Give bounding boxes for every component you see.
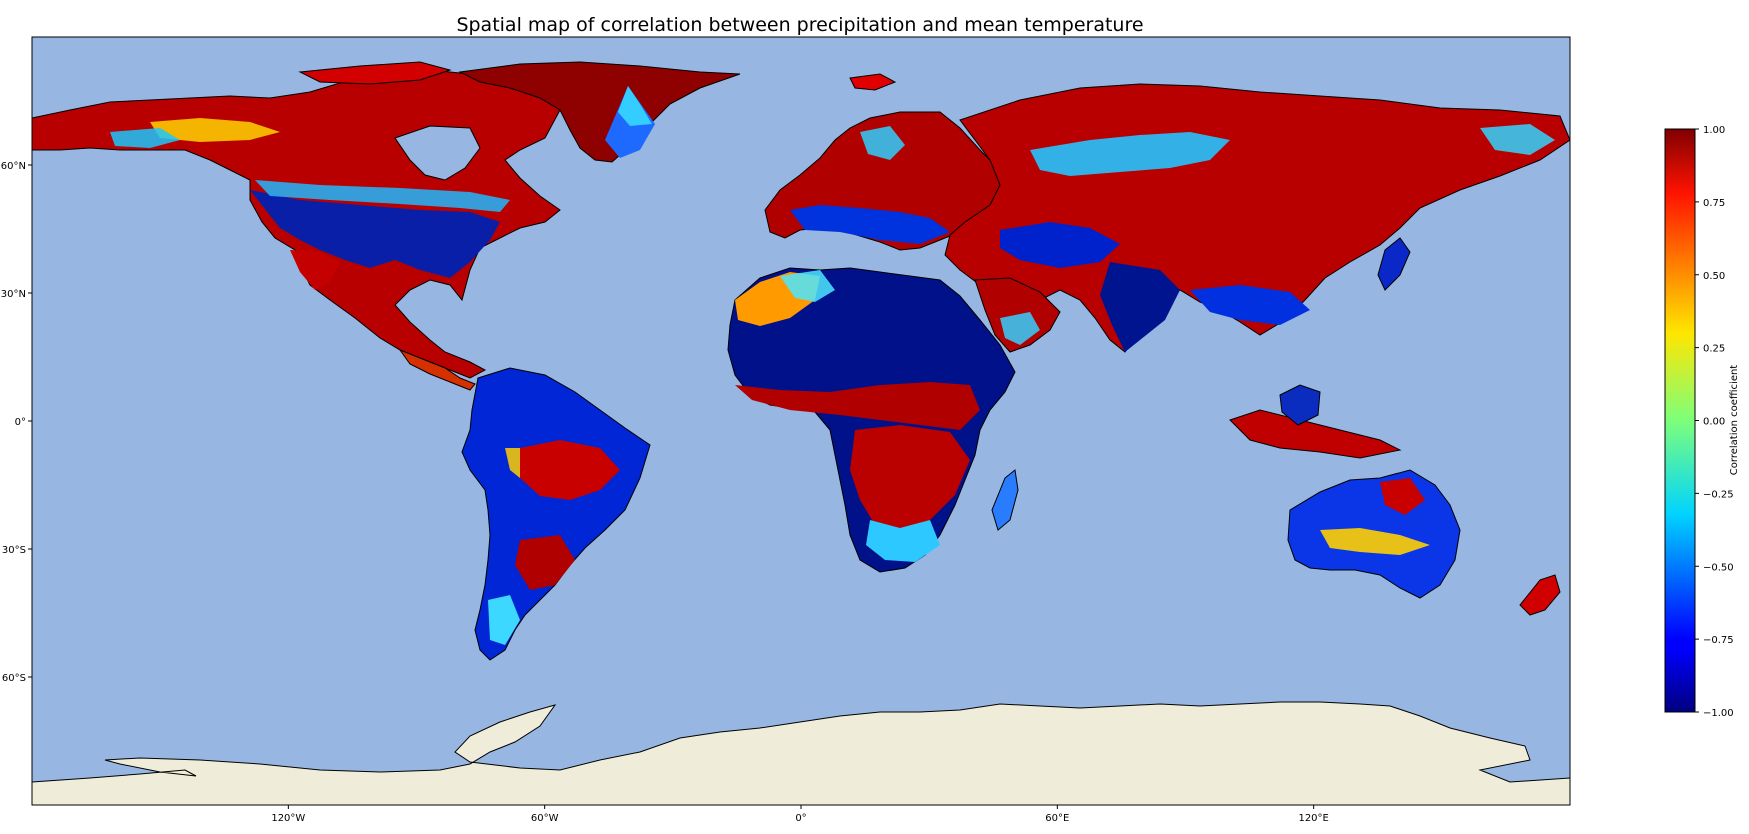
colorbar-tick-label: −1.00 [1703, 708, 1734, 719]
australia-red-patch [1380, 478, 1425, 515]
lon-tick-label: 60°E [1045, 813, 1069, 824]
colorbar-tick-label: −0.75 [1703, 635, 1734, 646]
africa-red-south [850, 425, 970, 530]
madagascar-landmass [991, 469, 1019, 531]
south-america-yellow-edge [505, 448, 520, 478]
australia-yellow-band [1320, 528, 1430, 555]
lat-tick-label: 30°N [1, 289, 26, 300]
axis-ticks: 120°W 60°W 0° 60°E 120°E 60°N 30°N 0° 30°S 60°S [1, 161, 1329, 824]
north-america-dry-zone [250, 190, 500, 278]
mexico-red [290, 250, 340, 290]
lat-tick-label: 0° [15, 417, 26, 428]
arabia-cyan [1000, 312, 1040, 345]
north-america-yellow-patch [150, 118, 280, 142]
africa-red-sahel [735, 382, 980, 430]
north-america-cyan-patch [110, 128, 180, 148]
south-asia-blue [1190, 285, 1310, 325]
colorbar-tick-label: 0.75 [1703, 198, 1725, 209]
colorbar-tick-label: −0.50 [1703, 562, 1734, 573]
colorbar-tick-label: 0.50 [1703, 271, 1725, 282]
south-america-red-core [520, 440, 620, 500]
lat-tick-label: 60°N [1, 161, 26, 172]
lon-tick-label: 120°W [271, 813, 305, 824]
lat-tick-label: 30°S [2, 545, 26, 556]
africa-cyan-south [866, 520, 940, 562]
hudson-bay [394, 125, 481, 181]
north-america-cyan-band [255, 180, 510, 212]
central-asia-blue [1000, 222, 1120, 268]
colorbar-ticks: 1.00 0.75 0.50 0.25 0.00 −0.25 −0.50 −0.75 −1.00 [1695, 125, 1734, 719]
lon-tick-label: 120°E [1298, 813, 1328, 824]
new-zealand-islands [1519, 574, 1561, 616]
lon-tick-label: 0° [795, 813, 806, 824]
europe-blue-band [790, 205, 950, 244]
japan-islands [1377, 237, 1411, 291]
colorbar-tick-label: 1.00 [1703, 125, 1725, 136]
colorbar-tick-label: −0.25 [1703, 489, 1734, 500]
africa-cyan-northwest [780, 270, 835, 302]
lon-tick-label: 60°W [531, 813, 559, 824]
south-america-landmass [461, 367, 651, 661]
land-layer [32, 61, 1570, 805]
greenland-cyan-wedge [618, 86, 652, 126]
south-america-red-south [515, 535, 575, 590]
antarctica-landmass [32, 701, 1570, 805]
central-america-landmass [398, 348, 476, 391]
svalbard-islands [849, 73, 897, 91]
scandinavia-cyan [860, 126, 905, 160]
indonesia-islands [1229, 409, 1402, 459]
siberia-cyan-band [1030, 132, 1230, 176]
colorbar-tick-label: 0.00 [1703, 417, 1725, 428]
colorbar-tick-label: 0.25 [1703, 344, 1725, 355]
colorbar-ramp [1664, 128, 1696, 713]
lat-tick-label: 60°S [2, 673, 26, 684]
colorbar-label: Correlation coefficient [1729, 365, 1740, 476]
siberia-cyan-east [1480, 124, 1555, 155]
borneo [1279, 384, 1321, 426]
map-title: Spatial map of correlation between preci… [456, 14, 1144, 36]
south-america-cyan-tip [488, 595, 520, 645]
arctic-islands [298, 61, 452, 85]
india-blue [1100, 262, 1180, 352]
